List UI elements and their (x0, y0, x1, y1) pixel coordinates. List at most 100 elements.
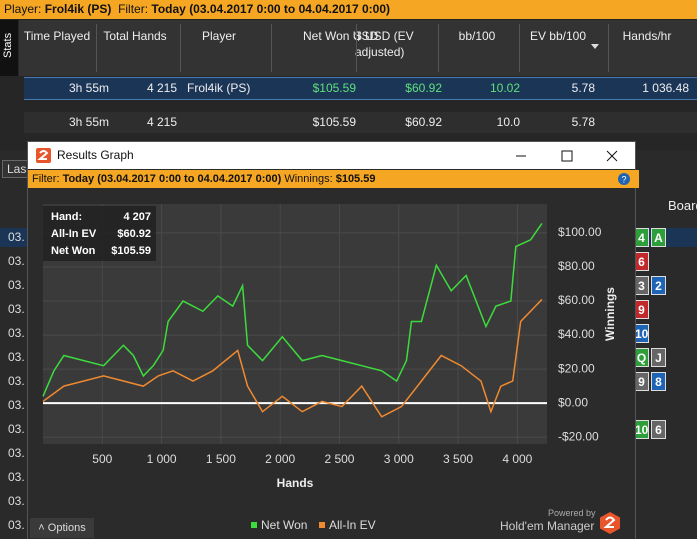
cell: 10.02 (489, 81, 520, 95)
x-tick-label: 2 500 (324, 452, 354, 466)
column-divider (438, 24, 439, 72)
column-header: Net Won USD (303, 29, 379, 43)
totals-row: 3h 55m 4 215 $105.59 $60.92 10.0 5.78 (24, 112, 697, 133)
tooltip-value: 4 207 (123, 211, 151, 223)
card: A (651, 228, 666, 247)
y-tick-label: $40.00 (558, 327, 595, 341)
date-cell: 03. (8, 302, 25, 316)
y-tick-label: $60.00 (558, 293, 595, 307)
card: 6 (651, 420, 666, 439)
y-axis-label: Winnings (603, 287, 617, 341)
brand-logo (600, 512, 620, 534)
column-header: Hands/hr (622, 29, 672, 43)
options-label: Options (47, 522, 86, 534)
cell: 3h 55m (68, 81, 109, 95)
y-tick-label: -$20.00 (558, 429, 599, 443)
card: 4 (634, 228, 649, 247)
y-tick-label: $0.00 (558, 395, 588, 409)
tooltip-value: $105.59 (111, 245, 151, 257)
legend-swatch (319, 522, 325, 528)
tooltip (43, 206, 156, 261)
date-cell: 03. (8, 518, 25, 532)
x-tick-label: 2 000 (265, 452, 295, 466)
label: Winnings: (284, 173, 333, 185)
label: Player: (4, 2, 42, 16)
filter: Today (03.04.2017 0:00 to 04.04.2017 0:0… (151, 2, 390, 16)
cell: 4 215 (146, 81, 177, 95)
tooltip-label: All-In EV (51, 228, 97, 240)
stats-tab-label: Stats (2, 32, 14, 58)
card: 9 (634, 300, 649, 319)
card: 9 (634, 372, 649, 391)
y-tick-label: $80.00 (558, 259, 595, 273)
label: Filter: (32, 173, 60, 185)
column-header: Player (201, 29, 236, 43)
filter-bar: Player: Frol4ik (PS) Filter: Today (03.0… (0, 0, 697, 19)
column-header: $ USD (EV adjusted) (355, 29, 414, 59)
tooltip-value: $60.92 (117, 228, 151, 240)
column-header: Total Hands (103, 29, 167, 43)
column-header: EV bb/100 (529, 29, 587, 43)
sort-arrow (591, 44, 599, 53)
logo (36, 148, 51, 163)
x-tick-label: 1 500 (206, 452, 236, 466)
help-icon[interactable]: ? (618, 173, 630, 185)
column-header: bb/100 (458, 29, 496, 43)
column-divider (180, 24, 181, 72)
card: Q (634, 348, 649, 367)
column-header: Board (668, 198, 697, 213)
cell: 3h 55m (68, 115, 109, 129)
column-divider (608, 24, 609, 72)
brand: Hold'em Manager (500, 519, 595, 533)
cell: $60.92 (405, 81, 442, 95)
title-bar: Results Graph (28, 142, 635, 169)
player: Frol4ik (PS) (44, 2, 112, 16)
window-title: Results Graph (57, 148, 134, 162)
x-tick-label: 500 (92, 452, 112, 466)
results-window: Results Graph Filter: Today (03.04.2017 … (27, 141, 639, 539)
cell: 10.0 (496, 115, 520, 129)
legend-label: Net Won (261, 518, 307, 532)
cell: $105.59 (312, 115, 356, 129)
window-controls[interactable] (508, 142, 635, 169)
x-tick-label: 4 000 (502, 452, 532, 466)
date-cell: 03. (8, 230, 25, 244)
graph-filter-bar: Filter: Today (03.04.2017 0:00 to 04.04.… (28, 170, 639, 188)
y-tick-label: $20.00 (558, 361, 595, 375)
date-cell: 03. (8, 278, 25, 292)
x-axis-label: Hands (277, 476, 314, 490)
card: 10 (634, 324, 649, 343)
cell: 5.78 (571, 115, 595, 129)
column-divider (519, 24, 520, 72)
table-row[interactable]: 3h 55m 4 215 Frol4ik (PS) $105.59 $60.92 10.0… (24, 77, 697, 100)
filter: Today (03.04.2017 0:00 to 04.04.2017 0:0… (62, 173, 282, 185)
column-header: Time Played (23, 29, 91, 43)
date-cell: 03. (8, 446, 25, 460)
stats-tab[interactable]: Stats (0, 20, 18, 76)
date-cell: 03. (8, 494, 25, 508)
date-cell: 03. (8, 422, 25, 436)
card: J (651, 348, 666, 367)
card: 6 (634, 252, 649, 271)
powered-by: Powered by (548, 508, 596, 518)
date-cell: 03. (8, 374, 25, 388)
cell: 1 036.48 (642, 81, 689, 95)
date-cell: 03. (8, 326, 25, 340)
card: 8 (651, 372, 666, 391)
tooltip-label: Hand: (51, 211, 82, 223)
chart: 500 1 000 1 500 2 000 2 500 3 000 3 500 4 000 -$… (42, 204, 617, 532)
tooltip-label: Net Won (51, 245, 96, 257)
date-cell: 03. (8, 470, 25, 484)
cell: 4 215 (146, 115, 177, 129)
cell: 5.78 (571, 81, 595, 95)
card: 10 (634, 420, 649, 439)
column-divider (271, 24, 272, 72)
options-button[interactable]: ˄ Options (30, 518, 94, 538)
date-cell: 03. (8, 254, 25, 268)
line (42, 298, 543, 418)
card: 3 (634, 276, 649, 295)
cell: $105.59 (312, 81, 356, 95)
cell: $60.92 (405, 115, 442, 129)
line (42, 222, 543, 397)
